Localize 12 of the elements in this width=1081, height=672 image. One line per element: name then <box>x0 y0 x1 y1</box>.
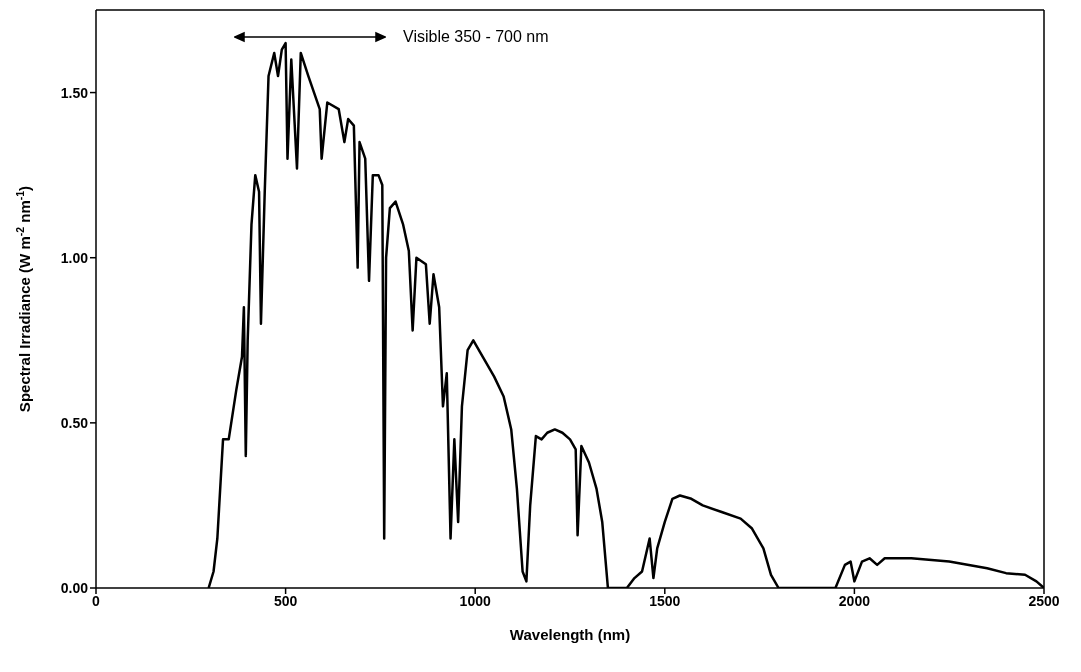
x-tick-label: 1500 <box>649 592 681 609</box>
y-tick-label: 0.00 <box>60 579 89 596</box>
annotation: Visible 350 - 700 nm <box>403 28 549 46</box>
x-tick-label: 1000 <box>459 592 491 609</box>
x-tick-label: 2000 <box>838 592 871 609</box>
x-axis-title: Wavelength (nm) <box>509 626 631 643</box>
x-tick-label: 500 <box>273 592 298 609</box>
y-tick-label: 0.50 <box>60 414 89 431</box>
x-tick-label: 2500 <box>1028 592 1060 609</box>
y-tick-label: 1.50 <box>60 84 89 101</box>
y-tick-label: 1.00 <box>60 249 89 266</box>
x-tick-label: 0 <box>92 592 101 609</box>
